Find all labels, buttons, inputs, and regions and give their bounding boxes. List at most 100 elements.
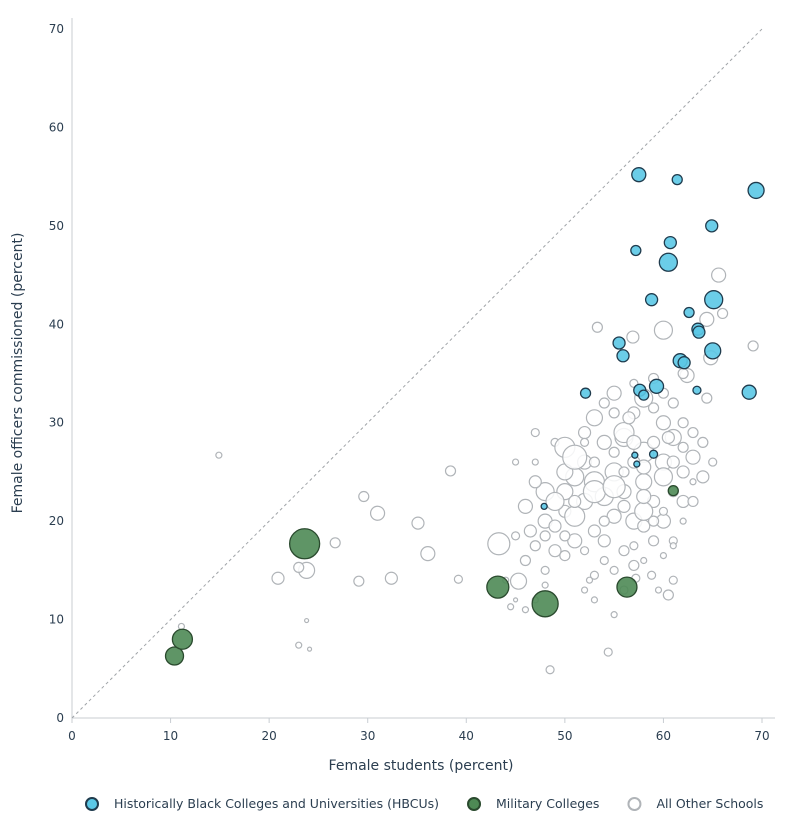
data-point	[541, 581, 549, 589]
data-point	[588, 456, 601, 468]
data-point	[662, 589, 674, 601]
data-point	[548, 519, 562, 533]
data-point	[512, 597, 519, 603]
data-point	[708, 457, 718, 467]
axes: 0 10 20 30 40 50 60 70 0 10 20 30 40 50 60 70	[49, 18, 775, 743]
x-tick-label: 60	[656, 729, 671, 743]
data-point	[530, 427, 540, 438]
data-point	[747, 181, 765, 200]
data-point	[579, 437, 590, 447]
data-point	[215, 451, 223, 459]
data-point	[293, 561, 305, 574]
data-point	[622, 411, 636, 425]
data-point	[486, 575, 510, 599]
data-point	[580, 586, 589, 594]
data-point	[579, 387, 592, 399]
data-point	[539, 530, 551, 542]
data-point	[540, 502, 548, 511]
legend-item-label: Military Colleges	[496, 796, 599, 811]
data-point	[626, 434, 642, 450]
data-point	[676, 494, 690, 509]
data-points	[164, 167, 765, 675]
x-tick-label: 20	[262, 729, 277, 743]
data-point	[653, 320, 674, 340]
data-point	[634, 501, 654, 521]
data-point	[685, 449, 701, 465]
reference-line-y-equals-x	[71, 28, 763, 719]
data-point	[655, 415, 672, 431]
series-0	[540, 167, 765, 511]
data-point	[626, 330, 640, 344]
y-tick-label: 30	[49, 416, 64, 430]
data-point	[164, 646, 185, 666]
data-point	[608, 446, 620, 458]
data-point	[647, 535, 660, 547]
data-point	[587, 524, 602, 538]
data-point	[631, 167, 647, 183]
data-point	[591, 321, 603, 333]
y-tick-label: 60	[49, 120, 64, 134]
data-point	[523, 524, 537, 538]
data-point	[295, 641, 303, 649]
data-point	[411, 516, 425, 530]
data-point	[609, 565, 619, 575]
data-point	[658, 506, 669, 516]
data-point	[676, 465, 690, 479]
data-point	[636, 488, 652, 505]
data-point	[704, 290, 724, 310]
data-point	[545, 491, 565, 512]
data-point	[654, 586, 663, 594]
data-point	[548, 544, 562, 558]
data-point	[679, 517, 687, 525]
y-tick-label: 10	[49, 613, 64, 627]
data-point	[687, 426, 699, 439]
data-point	[677, 367, 689, 380]
data-point	[697, 436, 709, 448]
data-point	[683, 306, 695, 319]
data-point	[171, 628, 194, 650]
x-tick-label: 10	[163, 729, 178, 743]
data-point	[647, 515, 660, 527]
data-point	[606, 508, 622, 524]
data-point	[648, 449, 659, 459]
data-point	[647, 402, 660, 414]
data-point	[519, 554, 532, 567]
data-point	[509, 572, 528, 590]
data-point	[531, 590, 559, 618]
legend-marker-icon	[467, 797, 482, 811]
y-tick-label: 20	[49, 514, 64, 528]
data-point	[716, 307, 729, 320]
x-tick-label: 70	[754, 729, 769, 743]
data-point	[617, 499, 631, 513]
data-point	[329, 537, 341, 549]
data-point	[529, 540, 541, 552]
data-point	[599, 555, 609, 566]
x-tick-label: 40	[459, 729, 474, 743]
data-point	[663, 235, 677, 250]
data-point	[521, 606, 530, 614]
data-point	[637, 519, 651, 533]
legend: Historically Black Colleges and Universi…	[85, 796, 763, 811]
data-point	[646, 570, 657, 580]
data-point	[618, 545, 630, 557]
x-tick-label: 0	[68, 729, 76, 743]
data-point	[568, 494, 582, 509]
data-point	[705, 219, 719, 233]
data-point	[353, 575, 365, 587]
data-point	[629, 541, 639, 551]
data-point	[630, 244, 642, 257]
data-point	[692, 385, 702, 395]
data-point	[304, 617, 310, 624]
legend-marker-icon	[85, 797, 99, 811]
data-point	[358, 490, 370, 503]
legend-marker-icon	[627, 797, 642, 811]
data-point	[271, 571, 285, 585]
data-point	[507, 603, 515, 611]
data-point	[517, 498, 534, 514]
data-point	[559, 530, 571, 542]
legend-item-label: Historically Black Colleges and Universi…	[114, 796, 439, 811]
data-point	[598, 515, 610, 527]
data-point	[612, 336, 626, 350]
data-point	[616, 349, 630, 363]
